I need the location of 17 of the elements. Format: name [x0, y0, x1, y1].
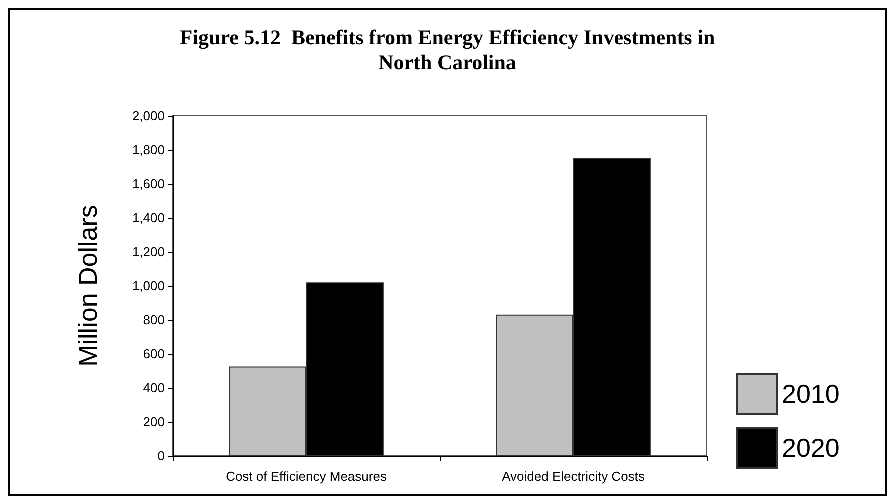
- y-tick-label: 200: [143, 414, 165, 430]
- y-tick-label: 1,000: [132, 278, 165, 294]
- legend-label: 2010: [782, 379, 840, 409]
- y-tick-label: 1,400: [132, 210, 165, 226]
- x-tick-label: Cost of Efficiency Measures: [226, 469, 388, 484]
- y-tick-label: 0: [158, 448, 165, 464]
- y-tick-label: 2,000: [132, 108, 165, 124]
- y-tick-label: 1,600: [132, 176, 165, 192]
- y-tick-label: 800: [143, 312, 165, 328]
- y-tick-label: 1,200: [132, 244, 165, 260]
- y-tick-label: 600: [143, 346, 165, 362]
- x-tick-label: Avoided Electricity Costs: [502, 469, 646, 484]
- chart-title: Figure 5.12 Benefits from Energy Efficiency Investments in North Carolina: [180, 26, 716, 74]
- legend-label: 2020: [782, 433, 840, 463]
- y-axis-title: Million Dollars: [73, 205, 103, 367]
- y-tick-label: 400: [143, 380, 165, 396]
- y-tick-label: 1,800: [132, 142, 165, 158]
